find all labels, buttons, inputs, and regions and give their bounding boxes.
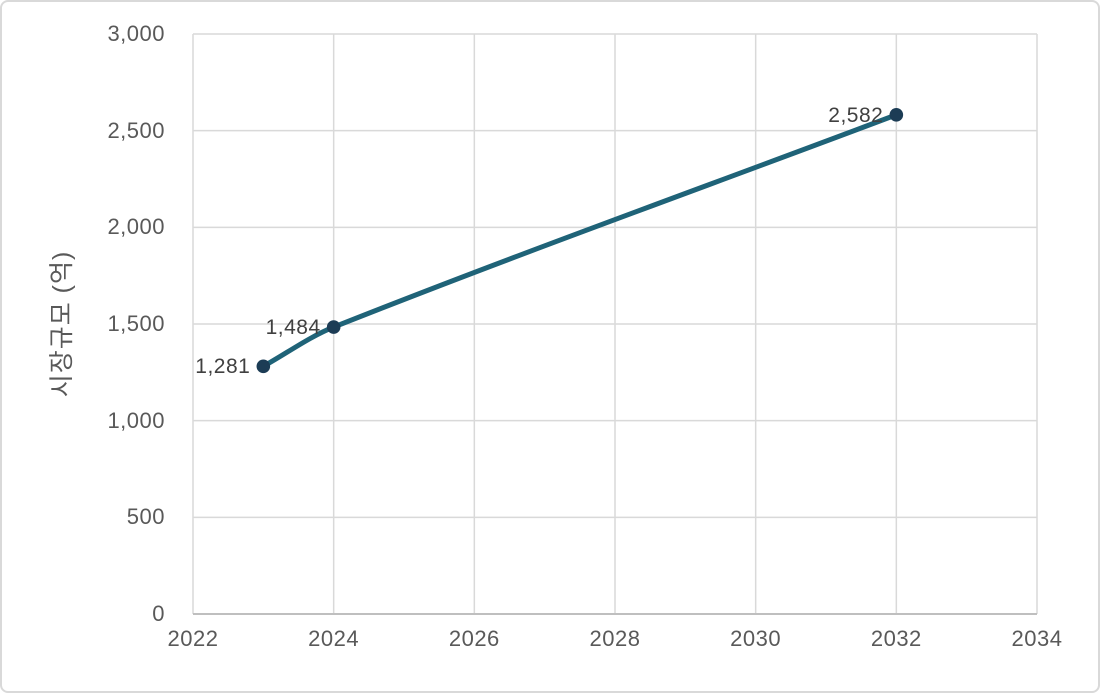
y-tick-label: 2,500: [107, 117, 165, 143]
y-tick-label: 0: [152, 601, 165, 626]
x-tick-label: 2022: [167, 626, 219, 651]
data-point-marker: [326, 320, 341, 334]
data-point-marker: [256, 359, 271, 374]
y-tick-label: 2,000: [107, 214, 165, 240]
y-tick-label: 1,500: [107, 311, 165, 336]
y-tick-label: 3,000: [107, 21, 165, 46]
data-point-label: 1,281: [195, 355, 251, 379]
x-tick-label: 2028: [589, 626, 641, 651]
x-tick-label: 2026: [448, 626, 500, 651]
data-point-label: 1,484: [265, 316, 321, 340]
x-tick-label: 2034: [1011, 626, 1063, 651]
x-tick-label: 2032: [870, 626, 922, 651]
series-line: [260, 112, 899, 369]
x-tick-label: 2030: [730, 626, 782, 651]
x-tick-label: 2024: [308, 626, 360, 651]
y-tick-label: 500: [126, 504, 165, 530]
data-point-label: 2,582: [828, 103, 884, 127]
data-point-marker: [889, 108, 904, 122]
y-tick-label: 1,000: [107, 407, 165, 433]
